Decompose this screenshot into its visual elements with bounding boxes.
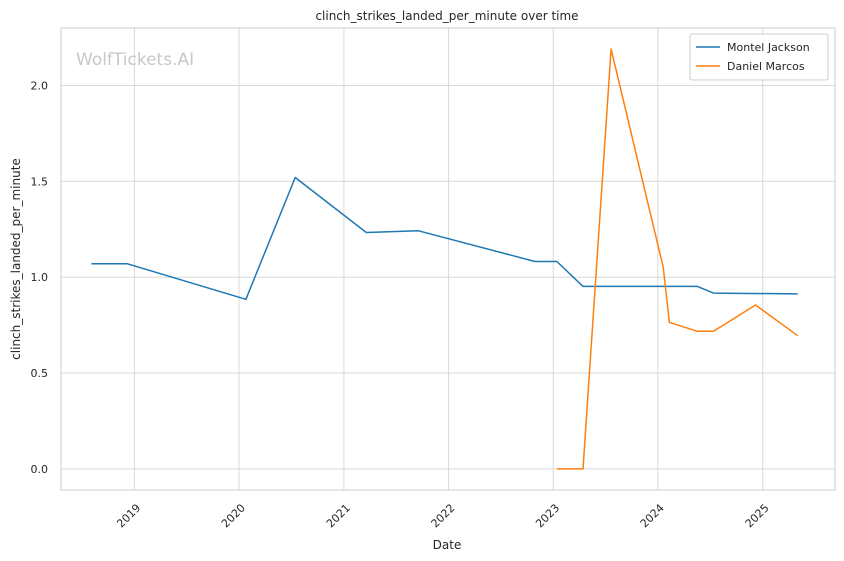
y-axis-label: clinch_strikes_landed_per_minute [9,158,23,360]
y-tick-label: 0.5 [31,367,49,380]
legend-entry: Daniel Marcos [727,60,805,73]
x-tick-label: 2021 [324,501,353,530]
x-axis-label: Date [433,538,462,552]
legend-box [689,33,829,81]
x-axis-ticks: 2019 2020 2021 2022 2023 2024 2025 [114,501,771,530]
legend-entry: Montel Jackson [727,41,810,54]
series-layer [91,48,799,470]
plot-area-frame [60,27,836,491]
legend: Montel Jackson Daniel Marcos [689,33,829,81]
series-line-2 [556,48,799,470]
x-tick-label: 2022 [429,501,458,530]
y-tick-label: 1.5 [31,175,49,188]
series-line-1 [91,176,798,301]
x-tick-label: 2019 [114,501,143,530]
chart-title: clinch_strikes_landed_per_minute over ti… [315,9,578,23]
grid [61,28,835,490]
y-tick-label: 0.0 [31,463,49,476]
x-tick-label: 2020 [219,501,248,530]
x-tick-label: 2025 [743,501,772,530]
x-tick-label: 2024 [638,501,667,530]
y-tick-label: 1.0 [31,271,49,284]
y-tick-label: 2.0 [31,80,49,93]
x-tick-label: 2023 [533,501,562,530]
watermark-text: WolfTickets.AI [76,50,194,70]
y-axis-ticks: 0.0 0.5 1.0 1.5 2.0 [31,80,49,476]
